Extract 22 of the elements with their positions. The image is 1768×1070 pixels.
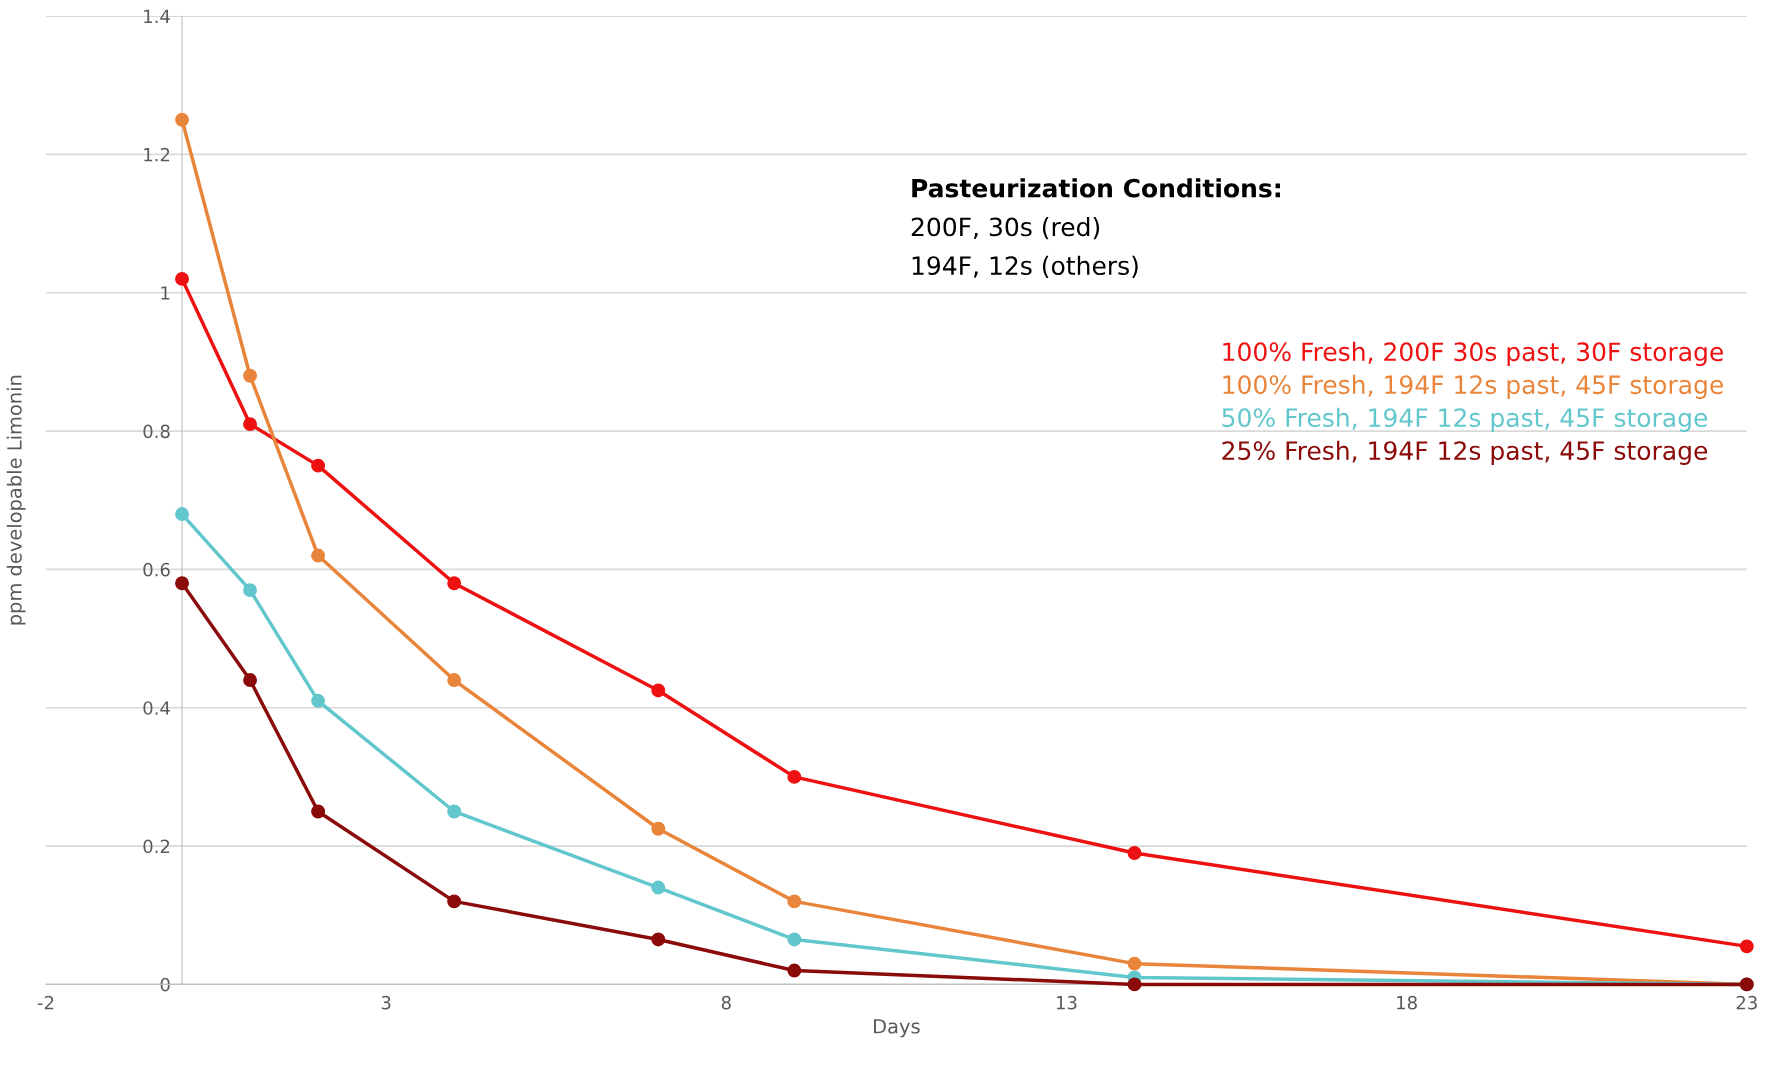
x-tick-label: -2: [37, 995, 54, 1010]
y-tick-label: 0.8: [143, 424, 170, 439]
y-tick-label: 0.4: [143, 701, 170, 715]
text: 100% Fresh, 200F 30s past, 30F storage: [1223, 341, 1723, 367]
y-tick-label: 1.4: [144, 9, 170, 23]
annotation: Pasteurization Conditions:: [912, 178, 1280, 198]
annotation: 194F, 12s (others): [912, 255, 1138, 279]
x-tick-label: 8: [721, 995, 731, 1010]
text: 25% Fresh, 194F 12s past, 45F storage: [1222, 440, 1708, 465]
y-axis-title: ppm developable Limonin: [6, 375, 26, 625]
y-tick-label: 1: [161, 286, 170, 300]
x-axis-title: Days: [874, 1019, 920, 1038]
text: 100% Fresh, 194F 12s past, 45F storage: [1223, 374, 1723, 400]
annotation: 200F, 30s (red): [911, 216, 1100, 240]
y-tick-label: 1.2: [144, 147, 170, 162]
x-tick-label: 23: [1736, 995, 1757, 1010]
x-tick-label: 3: [381, 995, 391, 1010]
x-tick-label: 13: [1056, 995, 1077, 1010]
x-tick-label: 18: [1397, 995, 1417, 1010]
y-tick-label: 0.2: [143, 839, 170, 854]
y-tick-label: 0.6: [143, 562, 170, 577]
text: 50% Fresh, 194F 12s past, 45F storage: [1222, 407, 1708, 432]
